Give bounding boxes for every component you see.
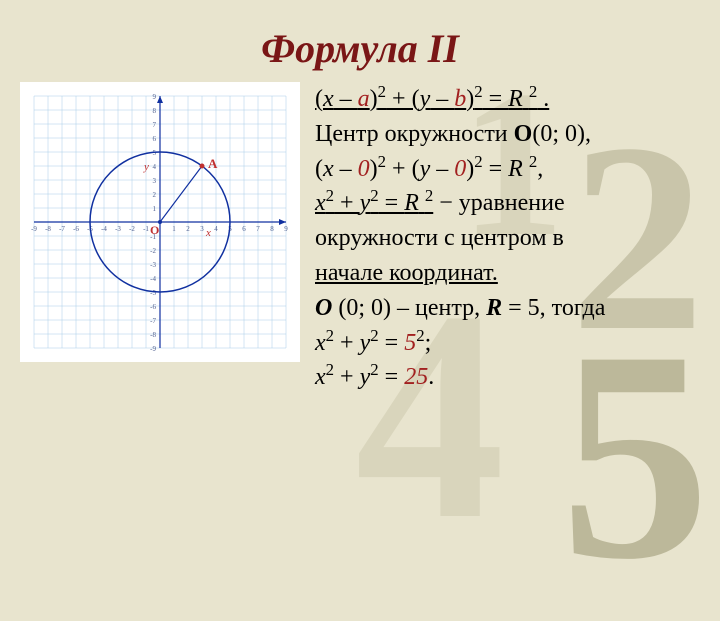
var-b: b [454, 86, 466, 112]
desc-1: окружности с центром в [315, 221, 700, 256]
svg-text:-4: -4 [101, 225, 107, 233]
eq-main: (x – a)2 + (y – b)2 = R 2 . [315, 82, 700, 117]
svg-text:O: O [150, 223, 159, 237]
example-step: x2 + y2 = 52; [315, 326, 700, 361]
svg-text:7: 7 [153, 121, 157, 129]
svg-text:1: 1 [172, 225, 176, 233]
content-row: -9-8-7-6-5-4-3-2-1123456789-9-8-7-6-5-4-… [0, 82, 720, 395]
svg-text:x: x [205, 227, 211, 239]
svg-text:1: 1 [153, 205, 157, 213]
svg-text:-6: -6 [73, 225, 79, 233]
var-a: a [358, 86, 370, 112]
center-text: Центр окружности О(0; 0), [315, 117, 700, 152]
svg-text:A: A [208, 156, 218, 171]
svg-text:-6: -6 [150, 303, 156, 311]
svg-text:9: 9 [153, 93, 157, 101]
example-result: x2 + y2 = 25. [315, 360, 700, 395]
svg-text:-7: -7 [59, 225, 65, 233]
svg-text:3: 3 [200, 225, 204, 233]
svg-text:2: 2 [153, 191, 157, 199]
svg-text:4: 4 [153, 163, 157, 171]
svg-text:-9: -9 [150, 345, 156, 353]
svg-text:-2: -2 [150, 247, 156, 255]
svg-text:-9: -9 [31, 225, 37, 233]
desc-2: начале координат. [315, 256, 700, 291]
svg-text:-1: -1 [143, 225, 149, 233]
svg-text:-2: -2 [129, 225, 135, 233]
svg-text:3: 3 [153, 177, 157, 185]
eq-subst: (x – 0)2 + (y – 0)2 = R 2, [315, 152, 700, 187]
eq-simplified: x2 + y2 = R 2 − уравнение [315, 186, 700, 221]
svg-text:y: y [143, 161, 149, 173]
svg-text:8: 8 [153, 107, 157, 115]
svg-text:4: 4 [214, 225, 218, 233]
svg-text:-3: -3 [115, 225, 121, 233]
svg-text:8: 8 [270, 225, 274, 233]
formula-text: (x – a)2 + (y – b)2 = R 2 . Центр окружн… [315, 82, 700, 395]
svg-text:-7: -7 [150, 317, 156, 325]
svg-text:-3: -3 [150, 261, 156, 269]
svg-text:9: 9 [284, 225, 288, 233]
svg-text:7: 7 [256, 225, 260, 233]
example-given: О (0; 0) – центр, R = 5, тогда [315, 291, 700, 326]
coordinate-graph: -9-8-7-6-5-4-3-2-1123456789-9-8-7-6-5-4-… [20, 82, 300, 362]
svg-text:2: 2 [186, 225, 190, 233]
svg-text:6: 6 [153, 135, 157, 143]
page-title: Формула II [0, 0, 720, 82]
svg-text:-8: -8 [45, 225, 51, 233]
svg-text:-5: -5 [150, 289, 156, 297]
svg-text:-8: -8 [150, 331, 156, 339]
svg-text:-4: -4 [150, 275, 156, 283]
svg-text:6: 6 [242, 225, 246, 233]
